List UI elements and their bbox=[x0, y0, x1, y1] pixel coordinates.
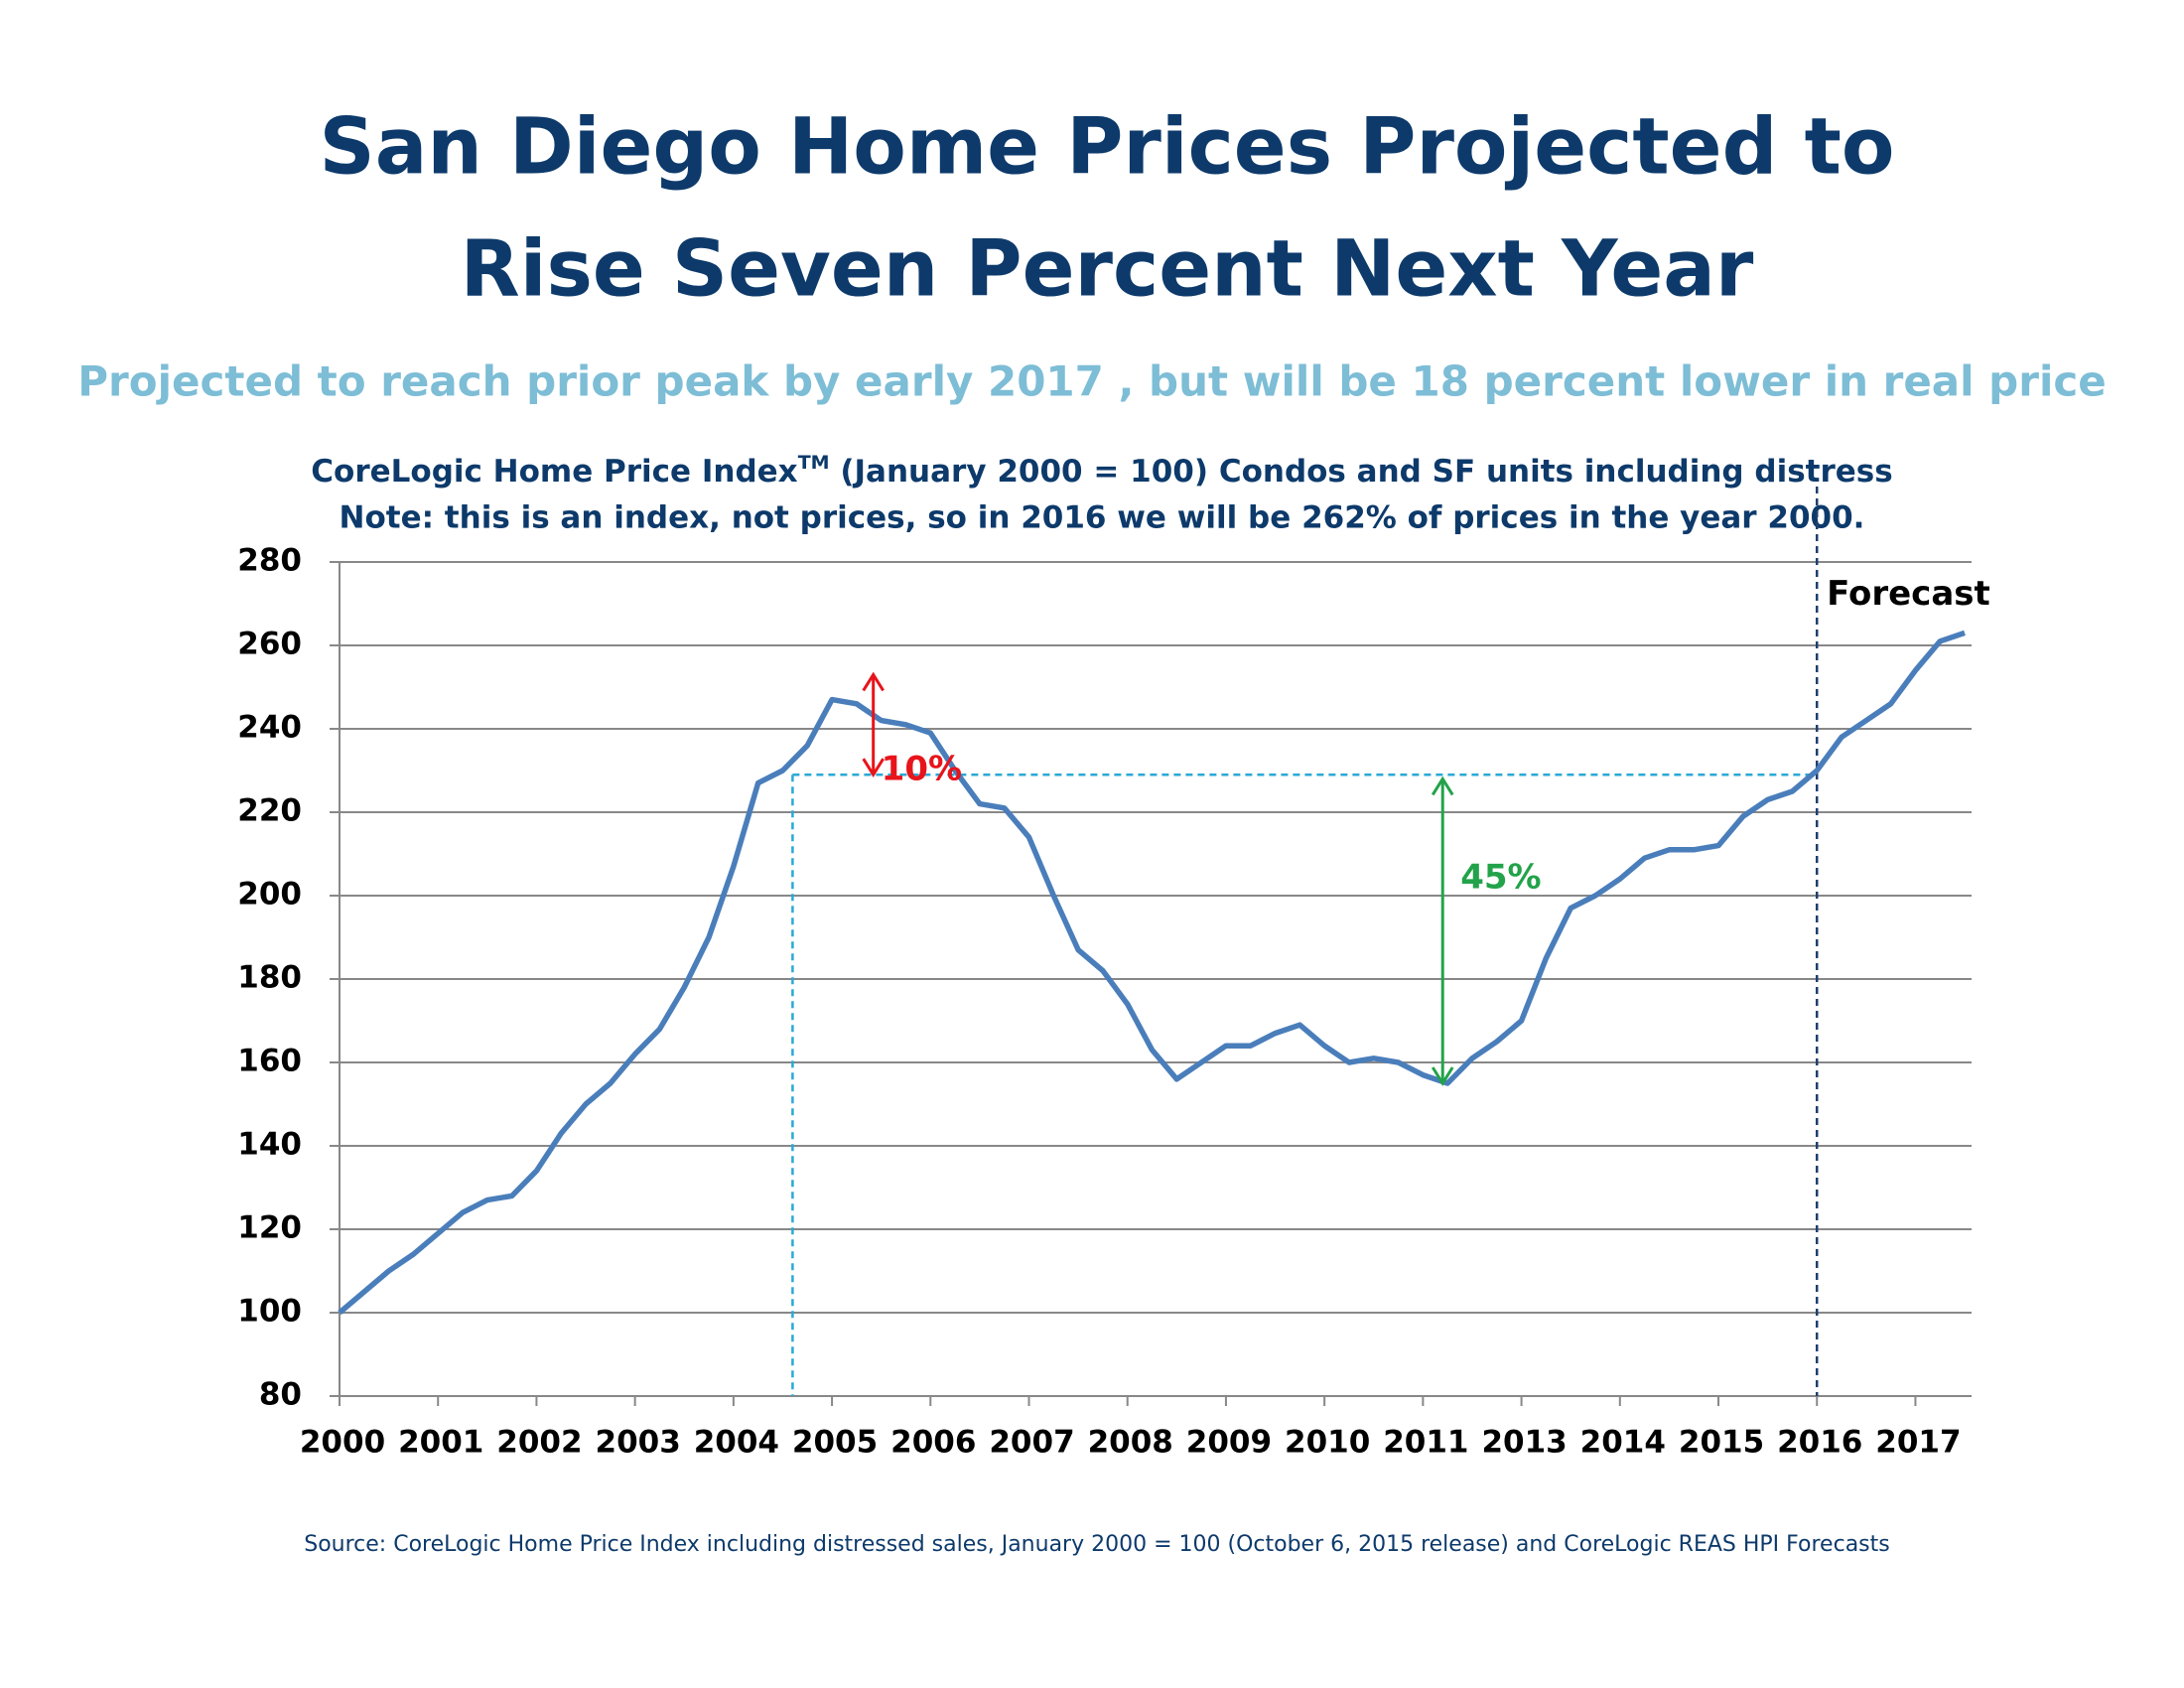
x-tick-label: 2014 bbox=[1580, 1425, 1666, 1461]
y-tick-label: 280 bbox=[237, 543, 302, 579]
y-tick-label: 140 bbox=[237, 1127, 302, 1163]
x-tick-label: 2013 bbox=[1481, 1425, 1567, 1461]
x-tick-label: 2001 bbox=[398, 1425, 483, 1461]
y-tick-label: 100 bbox=[237, 1294, 302, 1330]
y-tick-label: 80 bbox=[259, 1377, 302, 1413]
y-tick-label: 160 bbox=[237, 1044, 302, 1079]
arrow-head bbox=[1431, 775, 1454, 796]
x-tick-label: 2005 bbox=[792, 1425, 878, 1461]
x-tick-label: 2000 bbox=[300, 1425, 385, 1461]
y-tick-label: 200 bbox=[237, 877, 302, 913]
x-tick-label: 2004 bbox=[694, 1425, 779, 1461]
x-tick-label: 2017 bbox=[1875, 1425, 1961, 1461]
arrow-head bbox=[862, 671, 885, 692]
source: Source: CoreLogic Home Price Index inclu… bbox=[304, 1532, 1889, 1557]
x-tick-label: 2002 bbox=[496, 1425, 582, 1461]
x-tick-label: 2008 bbox=[1088, 1425, 1173, 1461]
annotation: 10% bbox=[882, 750, 962, 789]
y-tick-label: 180 bbox=[237, 960, 302, 996]
annotation: 45% bbox=[1460, 858, 1541, 898]
chart-title: Rise Seven Percent Next Year bbox=[461, 224, 1754, 314]
subtitle: Projected to reach prior peak by early 2… bbox=[77, 357, 2106, 406]
x-tick-label: 2010 bbox=[1285, 1425, 1370, 1461]
x-tick-label: 2003 bbox=[596, 1425, 681, 1461]
x-tick-label: 2011 bbox=[1383, 1425, 1468, 1461]
chart-title: San Diego Home Prices Projected to bbox=[320, 102, 1895, 192]
chart-subtitle: CoreLogic Home Price IndexTM (January 20… bbox=[311, 452, 1892, 490]
arrow-head bbox=[862, 758, 885, 778]
chart-subtitle-part: CoreLogic Home Price Index bbox=[311, 454, 797, 490]
annotation: Forecast bbox=[1827, 574, 1990, 614]
y-tick-label: 260 bbox=[237, 627, 302, 662]
chart-subtitle-part: TM bbox=[798, 452, 830, 474]
x-tick-label: 2006 bbox=[890, 1425, 976, 1461]
x-tick-label: 2016 bbox=[1777, 1425, 1862, 1461]
data-line bbox=[338, 630, 1966, 1316]
y-tick-label: 240 bbox=[237, 710, 302, 746]
note: Note: this is an index, not prices, so i… bbox=[340, 500, 1865, 536]
x-tick-label: 2015 bbox=[1679, 1425, 1764, 1461]
chart-subtitle-part: (January 2000 = 100) Condos and SF units… bbox=[830, 454, 1893, 490]
y-tick-label: 220 bbox=[237, 793, 302, 829]
y-tick-label: 120 bbox=[237, 1210, 302, 1246]
arrow-head bbox=[1431, 1066, 1454, 1086]
x-tick-label: 2009 bbox=[1186, 1425, 1272, 1461]
x-tick-label: 2007 bbox=[989, 1425, 1074, 1461]
